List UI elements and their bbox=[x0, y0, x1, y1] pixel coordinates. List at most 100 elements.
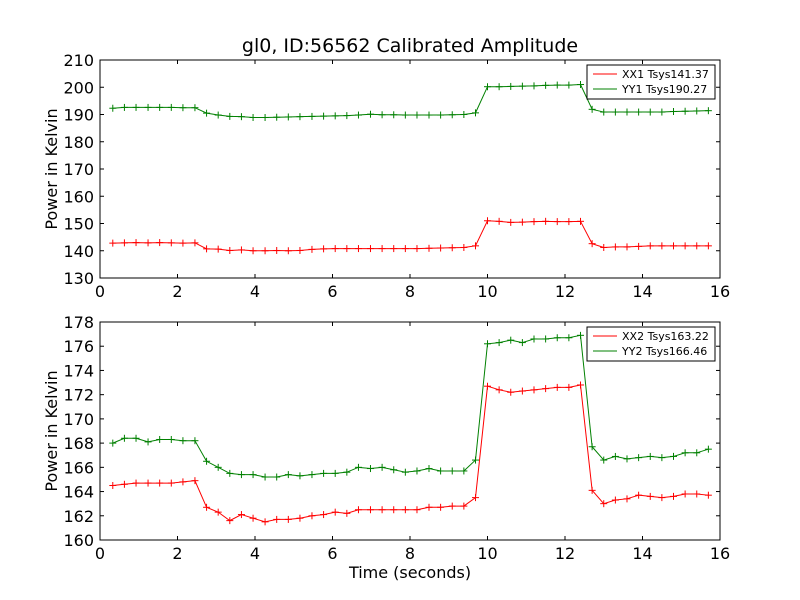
data-point bbox=[588, 486, 596, 494]
data-point bbox=[542, 217, 550, 225]
y-tick-label: 200 bbox=[63, 78, 94, 97]
data-point bbox=[226, 517, 234, 525]
x-tick-label: 2 bbox=[172, 544, 182, 563]
data-point bbox=[413, 245, 421, 253]
data-point bbox=[378, 245, 386, 253]
data-point bbox=[413, 506, 421, 514]
data-point bbox=[390, 245, 398, 253]
data-point bbox=[378, 506, 386, 514]
data-point bbox=[448, 467, 456, 475]
data-point bbox=[495, 83, 503, 91]
data-point bbox=[273, 515, 281, 523]
data-point bbox=[308, 512, 316, 520]
data-point bbox=[471, 242, 479, 250]
data-point bbox=[261, 473, 269, 481]
data-point bbox=[518, 82, 526, 90]
data-point bbox=[320, 245, 328, 253]
data-point bbox=[670, 108, 677, 116]
data-point bbox=[109, 239, 117, 247]
data-point bbox=[366, 506, 374, 514]
y-tick-label: 190 bbox=[63, 106, 94, 125]
data-point bbox=[320, 112, 328, 120]
x-tick-label: 2 bbox=[172, 282, 182, 301]
data-point bbox=[203, 457, 211, 465]
data-point bbox=[681, 242, 689, 250]
data-point bbox=[448, 111, 456, 119]
series-line-xx2 bbox=[112, 384, 709, 523]
data-point bbox=[484, 83, 491, 91]
data-point bbox=[296, 472, 304, 480]
data-point bbox=[611, 452, 619, 460]
x-tick-label: 16 bbox=[710, 544, 730, 563]
data-point bbox=[390, 111, 398, 119]
data-point bbox=[565, 334, 573, 342]
data-point bbox=[670, 242, 677, 250]
data-point bbox=[261, 518, 269, 526]
data-point bbox=[565, 383, 573, 391]
data-point bbox=[191, 477, 199, 485]
data-point bbox=[425, 465, 433, 473]
data-point bbox=[366, 245, 374, 253]
x-tick-label: 14 bbox=[632, 544, 652, 563]
y-tick-label: 210 bbox=[63, 51, 94, 70]
data-point bbox=[401, 468, 409, 476]
x-tick-label: 16 bbox=[710, 282, 730, 301]
y-tick-label: 170 bbox=[63, 160, 94, 179]
data-point bbox=[144, 479, 152, 487]
legend-label-xx1: XX1 Tsys141.37 bbox=[622, 68, 709, 81]
y-tick-label: 150 bbox=[63, 215, 94, 234]
data-point bbox=[237, 471, 245, 479]
data-point bbox=[120, 434, 128, 442]
data-point bbox=[390, 506, 398, 514]
data-point bbox=[120, 239, 128, 247]
data-point bbox=[167, 103, 175, 111]
data-point bbox=[156, 435, 164, 443]
data-point bbox=[425, 503, 433, 511]
data-point bbox=[354, 463, 362, 471]
data-point bbox=[179, 104, 187, 112]
data-point bbox=[623, 243, 631, 251]
data-point bbox=[120, 103, 128, 111]
axis-ticks-bottom: 0 2 4 6 8 10 12 14 16 160 162 164 166 168 170 172 174 176… bbox=[63, 313, 730, 563]
data-point bbox=[495, 217, 503, 225]
data-point bbox=[681, 449, 689, 457]
y-tick-label: 172 bbox=[63, 386, 94, 405]
data-point bbox=[611, 243, 619, 251]
data-point bbox=[191, 104, 199, 112]
data-point bbox=[214, 245, 222, 253]
data-point bbox=[704, 242, 712, 250]
data-point bbox=[249, 113, 257, 121]
data-point bbox=[530, 82, 538, 90]
data-point bbox=[460, 502, 468, 510]
data-point bbox=[191, 437, 199, 445]
data-point bbox=[401, 111, 409, 119]
data-point bbox=[273, 473, 281, 481]
data-point bbox=[693, 107, 701, 115]
data-point bbox=[354, 111, 362, 119]
data-point bbox=[460, 243, 468, 251]
data-point bbox=[471, 456, 479, 464]
data-point bbox=[366, 465, 374, 473]
data-point bbox=[167, 435, 175, 443]
data-point bbox=[518, 339, 526, 347]
y-tick-label: 130 bbox=[63, 269, 94, 288]
x-tick-label: 8 bbox=[405, 282, 415, 301]
x-tick-label: 6 bbox=[327, 544, 337, 563]
data-point bbox=[507, 218, 515, 226]
data-point bbox=[693, 449, 701, 457]
data-point bbox=[320, 469, 328, 477]
legend-top: XX1 Tsys141.37 YY1 Tsys190.27 bbox=[586, 64, 716, 100]
data-point bbox=[658, 454, 666, 462]
data-point bbox=[577, 331, 584, 339]
data-point bbox=[343, 112, 351, 120]
series-line-xx1 bbox=[112, 220, 709, 252]
legend-box-top bbox=[586, 64, 716, 100]
data-point bbox=[308, 112, 316, 120]
data-point bbox=[670, 452, 677, 460]
data-point bbox=[646, 242, 654, 250]
data-point bbox=[226, 112, 234, 120]
data-point bbox=[203, 245, 211, 253]
x-tick-label: 12 bbox=[555, 544, 575, 563]
data-point bbox=[343, 468, 351, 476]
data-point bbox=[354, 506, 362, 514]
